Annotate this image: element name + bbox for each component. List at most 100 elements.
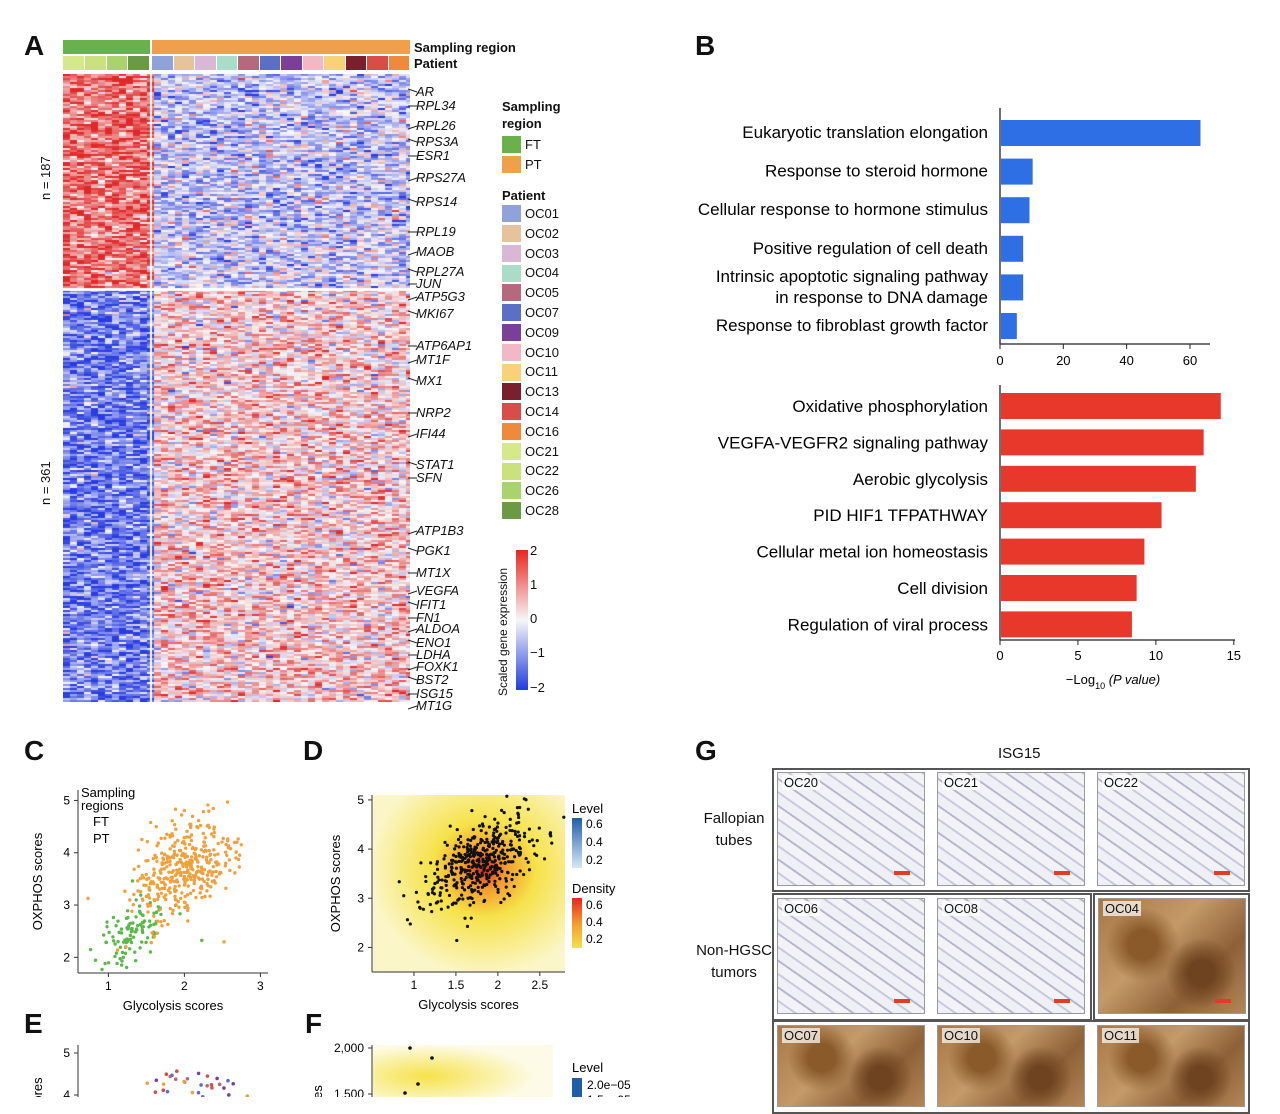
d-xtick-label: 1.5 [448, 978, 465, 992]
c-point [137, 864, 141, 869]
gene-tick [408, 268, 418, 273]
d-point [530, 838, 534, 842]
legend-swatch [502, 482, 521, 500]
d-point [457, 845, 461, 849]
c-point [140, 930, 145, 935]
d-point [476, 878, 480, 882]
c-point [182, 883, 187, 887]
c-point [130, 909, 134, 913]
scatter-e: 5 4 ores [30, 1045, 250, 1097]
c-point [147, 876, 151, 880]
c-point [205, 889, 209, 893]
c-point [114, 924, 118, 928]
c-point [114, 951, 119, 955]
c-point [125, 909, 130, 913]
c-point [151, 856, 156, 861]
c-point [197, 854, 202, 858]
e-point [153, 1090, 158, 1095]
e-point [217, 1082, 222, 1087]
c-point [140, 940, 144, 944]
gene-label: ISG15 [416, 686, 453, 701]
legend-swatch [502, 403, 521, 421]
d-density-tick: 0.6 [586, 898, 603, 912]
d-point [469, 838, 473, 843]
c-point [160, 924, 164, 928]
legend-patient-item: OC11 [502, 363, 558, 381]
b2-bar [1001, 538, 1145, 565]
gene-ticks [408, 88, 418, 710]
ihc-image-label: OC20 [782, 775, 820, 790]
ihc-image: OC07 [777, 1025, 925, 1107]
ihc-image: OC20 [777, 772, 925, 886]
gene-label: VEGFA [416, 583, 460, 598]
c-point [185, 893, 190, 897]
d-point [448, 824, 452, 828]
c-point [152, 914, 156, 918]
d-point [506, 892, 510, 896]
c-legend-title: Sampling [81, 785, 135, 800]
c-point [119, 927, 124, 931]
c-point [154, 855, 159, 860]
d-point [497, 857, 501, 861]
c-point [140, 920, 145, 925]
c-point [137, 904, 142, 908]
c-point [134, 898, 138, 902]
c-point [88, 947, 93, 952]
b2-xlabel: −Log10 (P value) [1066, 672, 1160, 691]
d-point [535, 839, 539, 843]
c-point [205, 855, 209, 859]
d-point [452, 878, 456, 882]
b2-tick-label: 0 [996, 648, 1003, 663]
e-ytick-label: 5 [63, 1046, 70, 1060]
d-point [537, 826, 541, 830]
d-point [466, 885, 471, 890]
legend-swatch [502, 304, 521, 322]
c-point [162, 886, 167, 891]
gene-tick [408, 138, 418, 143]
d-point [471, 853, 476, 857]
g-row1-line2: tubes [715, 832, 753, 849]
d-point [498, 877, 502, 881]
e-point [173, 1077, 178, 1082]
n-top-label: n = 187 [38, 156, 53, 200]
c-point [189, 864, 193, 868]
c-point [234, 850, 238, 854]
d-ylabel: OXPHOS scores [328, 834, 343, 932]
c-point [179, 813, 184, 817]
legend-swatch [502, 264, 521, 282]
f-level-tick: 1.5e−05 [587, 1093, 631, 1097]
legend-label: OC22 [525, 463, 559, 479]
gene-label: MKI67 [416, 306, 454, 321]
panel-label-d: D [303, 735, 324, 766]
d-point [478, 874, 482, 879]
c-point [225, 800, 230, 804]
scale-bar [1214, 871, 1230, 875]
d-point [467, 864, 471, 869]
d-point [459, 871, 463, 875]
c-point [228, 868, 232, 873]
d-point [444, 883, 448, 887]
d-point [447, 893, 452, 898]
legend-swatch [502, 244, 521, 262]
c-point [213, 853, 217, 857]
c-point [195, 858, 199, 862]
legend-swatch [502, 284, 521, 302]
d-point [455, 938, 459, 943]
c-point [173, 894, 177, 899]
d-point [405, 918, 410, 922]
e-point [196, 1090, 201, 1095]
c-point [105, 925, 109, 929]
c-point [146, 910, 150, 914]
legend-swatch [502, 423, 521, 441]
d-point [473, 888, 477, 892]
c-point [201, 855, 205, 859]
b1-bar [1001, 235, 1024, 262]
gene-tick [408, 530, 418, 535]
c-point [223, 864, 228, 868]
e-point [199, 1083, 203, 1087]
d-point [518, 869, 522, 873]
c-point [120, 959, 124, 963]
d-ytick-label: 4 [357, 842, 364, 856]
c-point [191, 888, 196, 893]
c-point [147, 885, 151, 890]
